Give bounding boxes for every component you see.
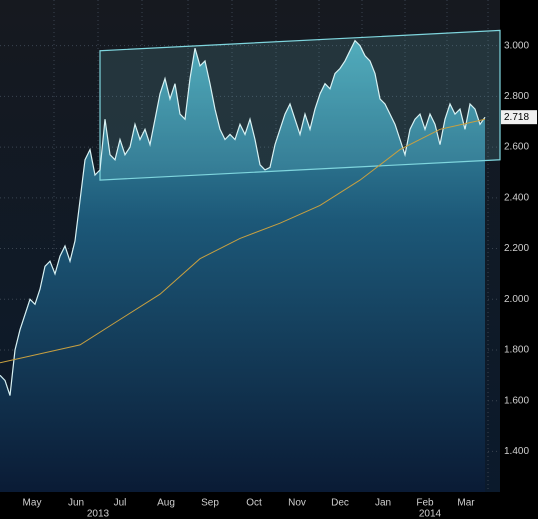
x-tick-label: Jul <box>114 498 127 509</box>
x-tick-label: Nov <box>288 498 306 509</box>
y-tick-label: 2.400 <box>504 192 529 203</box>
last-value-label: 2.718 <box>504 112 529 123</box>
x-tick-label: Oct <box>246 498 262 509</box>
moving-average-line <box>0 118 486 364</box>
x-tick-label: Dec <box>331 498 349 509</box>
channel-band <box>99 29 501 181</box>
y-tick-label: 3.000 <box>504 40 529 51</box>
y-tick-label: 2.600 <box>504 142 529 153</box>
x-tick-label: Jun <box>68 498 84 509</box>
year-label: 2014 <box>419 509 442 519</box>
y-tick-label: 1.600 <box>504 395 529 406</box>
y-tick-label: 2.800 <box>504 91 529 102</box>
axis-background <box>0 492 500 519</box>
x-tick-label: Aug <box>157 498 175 509</box>
x-tick-label: May <box>23 498 42 509</box>
x-tick-label: Mar <box>457 498 475 509</box>
year-label: 2013 <box>87 509 110 519</box>
axis-background <box>500 0 538 519</box>
y-tick-label: 2.200 <box>504 243 529 254</box>
area <box>0 40 485 492</box>
y-tick-label: 1.400 <box>504 446 529 457</box>
x-tick-label: Jan <box>375 498 391 509</box>
y-tick-label: 1.800 <box>504 345 529 356</box>
x-tick-label: Feb <box>416 498 434 509</box>
y-tick-label: 2.000 <box>504 294 529 305</box>
x-tick-label: Sep <box>201 498 219 509</box>
last-value-box <box>501 110 537 125</box>
price-line <box>0 39 486 396</box>
